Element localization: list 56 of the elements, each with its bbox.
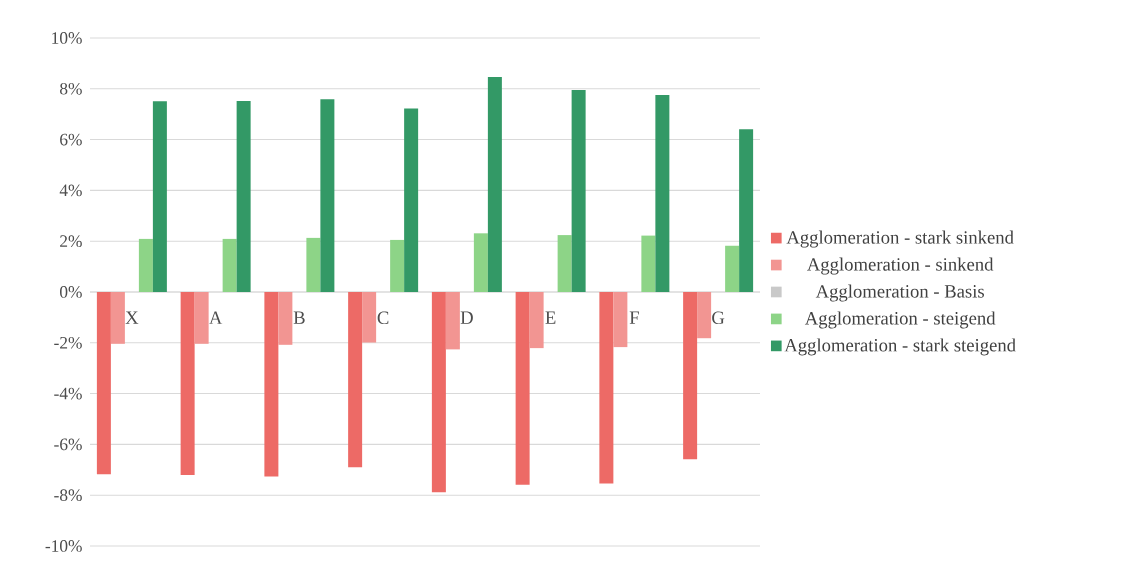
- bar: [96, 291, 111, 475]
- bar: [236, 100, 251, 292]
- bar: [138, 238, 153, 292]
- y-tick-label: 0%: [60, 286, 82, 298]
- y-tick-label: 8%: [60, 82, 82, 95]
- bar: [362, 291, 377, 343]
- bar: [222, 238, 237, 292]
- bar: [390, 239, 405, 292]
- x-tick-label: X: [125, 311, 139, 324]
- bar: [739, 129, 754, 292]
- x-tick-label: A: [209, 311, 223, 324]
- bar: [697, 291, 712, 339]
- bar: [404, 108, 419, 292]
- bar: [348, 291, 363, 468]
- bar: [278, 291, 293, 345]
- bar: [529, 291, 544, 349]
- y-tick-label: 2%: [60, 235, 82, 248]
- bar: [473, 233, 488, 292]
- x-tick-label: B: [293, 311, 305, 324]
- bar: [110, 291, 125, 344]
- bar: [180, 291, 195, 476]
- bar: [264, 291, 279, 477]
- x-tick-label: D: [460, 311, 473, 324]
- bar: [306, 237, 321, 292]
- bar: [613, 291, 628, 348]
- bar: [641, 235, 656, 292]
- x-tick-label: F: [629, 311, 639, 324]
- legend-label: Agglomeration - steigend: [804, 311, 996, 329]
- bar: [194, 291, 209, 344]
- y-tick-label: 6%: [60, 133, 82, 146]
- bar: [599, 291, 614, 484]
- bar: [683, 291, 698, 460]
- bar: [725, 245, 740, 292]
- bar: [152, 101, 167, 292]
- legend-label: Agglomeration - stark sinkend: [786, 230, 1014, 248]
- legend-label: Agglomeration - Basis: [815, 284, 984, 302]
- x-tick-label: E: [545, 311, 556, 324]
- y-tick-label: 4%: [59, 184, 82, 197]
- bar: [320, 99, 335, 292]
- bar: [571, 90, 586, 292]
- x-tick-label: G: [712, 311, 725, 325]
- y-tick-label: -10%: [45, 540, 82, 552]
- y-tick-label: -2%: [54, 336, 82, 349]
- legend-label: Agglomeration - sinkend: [807, 257, 994, 275]
- x-tick-label: C: [377, 311, 389, 325]
- bar: [655, 94, 670, 292]
- y-tick-label: -6%: [54, 438, 82, 451]
- bar: [431, 291, 446, 493]
- y-tick-label: -8%: [54, 489, 82, 502]
- legend-label: Agglomeration - stark steigend: [784, 338, 1016, 356]
- bar: [515, 291, 530, 485]
- bar: [445, 291, 460, 350]
- bar: [557, 235, 572, 292]
- y-tick-label: 10%: [52, 32, 82, 44]
- bar: [487, 77, 502, 292]
- y-tick-label: -4%: [54, 387, 82, 400]
